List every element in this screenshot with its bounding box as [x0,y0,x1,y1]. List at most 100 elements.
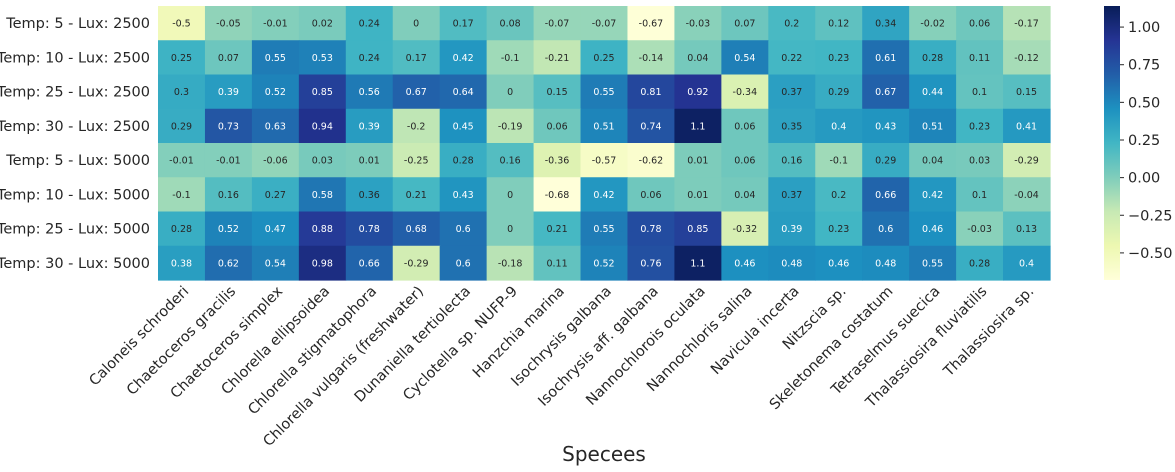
heatmap-cell-label: 0.6 [878,224,893,235]
heatmap-cell-label: 0.61 [875,53,896,64]
heatmap-cell-label: -0.57 [592,156,617,167]
heatmap-cell-label: 0.88 [312,224,333,235]
heatmap-cell-label: 0.24 [359,53,380,64]
heatmap-cell [862,74,910,110]
heatmap-cell [439,143,488,178]
heatmap-cell [956,6,1004,41]
heatmap-cell-label: -0.04 [1014,190,1039,201]
heatmap-cell-label: 0.29 [828,87,849,98]
heatmap-cell [392,143,441,178]
heatmap-cell [721,6,769,41]
heatmap-cell-label: 0.15 [1016,87,1037,98]
heatmap-cell-label: 0.54 [734,53,755,64]
heatmap-cell-label: 0.04 [687,53,708,64]
heatmap-cell [627,108,676,144]
colorbar-ticks: 1.00 0.75 0.50 0.25 0.00 −0.25 −0.50 [1120,20,1172,262]
row-label: Temp: 5 - Lux: 5000 [5,153,150,169]
colorbar-gradient [1104,6,1120,280]
heatmap-cell-label: 0.66 [359,258,380,269]
heatmap-cell-label: 0.06 [640,190,661,201]
heatmap-cell-label: 0.2 [784,19,799,30]
heatmap-cell-label: 0.06 [734,156,755,167]
heatmap-cell [298,6,347,41]
heatmap-cell [909,74,957,110]
heatmap-cell-label: 1.1 [690,258,705,269]
heatmap-cell-label: 0.58 [312,190,333,201]
heatmap-cell [721,245,769,281]
heatmap-cell-label: 0.23 [828,53,849,64]
heatmap-cell [721,177,769,213]
heatmap-cell-label: 0.62 [218,258,239,269]
row-label: Temp: 10 - Lux: 2500 [0,50,150,66]
heatmap-cell-label: 0.06 [734,121,755,132]
heatmap-cell-label: 0.43 [453,190,474,201]
heatmap-cell [251,211,300,247]
colorbar-tick-label: −0.50 [1128,246,1172,262]
heatmap-cell [956,177,1004,213]
heatmap-cell-label: 0.27 [265,190,286,201]
row-label: Temp: 30 - Lux: 5000 [0,256,150,272]
heatmap-cell [956,40,1004,76]
heatmap-cell [580,6,629,41]
heatmap-cell [392,6,441,41]
row-labels: Temp: 5 - Lux: 2500 Temp: 10 - Lux: 2500 T… [0,16,150,272]
heatmap-cell [204,40,253,76]
column-label: Navicula incerta [708,284,803,379]
heatmap-cell [815,108,863,144]
row-label: Temp: 25 - Lux: 2500 [0,85,150,101]
heatmap-cell-label: -0.32 [733,224,758,235]
heatmap-cell [721,211,769,247]
heatmap-cell-label: 0.52 [265,87,286,98]
heatmap-cell [251,143,300,178]
heatmap-cell [298,74,347,110]
heatmap-cell [1003,211,1051,247]
heatmap-cell-label: -0.14 [639,53,664,64]
heatmap-cell [158,143,206,178]
heatmap-cell [439,108,488,144]
heatmap-cell [580,211,629,247]
heatmap-cell [768,177,816,213]
heatmap-cell [392,245,441,281]
heatmap-cell [439,6,488,41]
heatmap-cell [345,40,394,76]
heatmap-cell-label: 0.07 [218,53,239,64]
heatmap-cell-label: 0.28 [922,53,943,64]
heatmap-cell [345,143,394,178]
heatmap-cell-label: -0.29 [404,258,429,269]
heatmap-cell [862,211,910,247]
heatmap-cell [392,177,441,213]
heatmap-cell-label: 0.35 [781,121,802,132]
heatmap-cell-label: 0 [507,224,513,235]
row-label: Temp: 30 - Lux: 2500 [0,119,150,135]
heatmap-cell [721,108,769,144]
heatmap-cell [392,40,441,76]
heatmap-cell [1003,245,1051,281]
heatmap-cell [674,177,722,213]
heatmap-cell-label: 0.28 [969,258,990,269]
heatmap-cell-label: 0.3 [174,87,189,98]
heatmap-cell-label: 0.46 [828,258,849,269]
heatmap-cell-label: -0.01 [263,19,288,30]
heatmap-cell [533,177,582,213]
heatmap-cell [768,245,816,281]
heatmap-cell-label: 0.42 [593,190,614,201]
heatmap-cell [862,108,910,144]
colorbar-tick-label: −0.25 [1128,208,1172,224]
heatmap-cell [204,6,253,41]
heatmap-cell-label: -0.1 [172,190,191,201]
heatmap-cell-label: -0.03 [686,19,711,30]
heatmap-cell-label: -0.25 [404,156,429,167]
heatmap-cell [580,74,629,110]
heatmap-cell [580,177,629,213]
colorbar-tick-label: 0.75 [1128,58,1160,74]
heatmap-cell [909,6,957,41]
heatmap-cell-label: 0.29 [171,121,192,132]
heatmap-cell [909,177,957,213]
heatmap-cell [251,6,300,41]
heatmap-cell [909,143,957,178]
heatmap-cell [862,40,910,76]
heatmap-cell-label: 0.39 [359,121,380,132]
heatmap-cell [815,143,863,178]
heatmap-cell-label: 0.45 [453,121,474,132]
heatmap-cell [862,245,910,281]
